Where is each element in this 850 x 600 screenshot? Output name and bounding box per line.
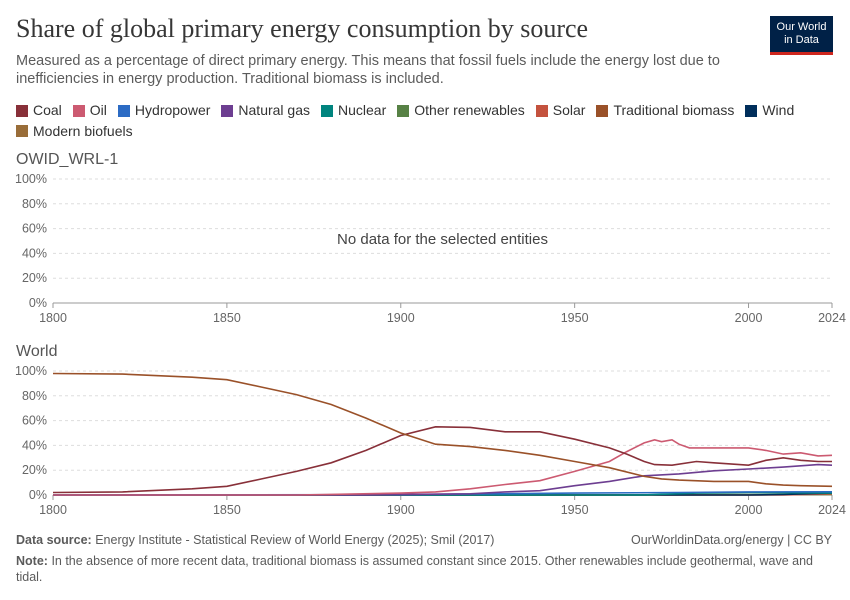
y-tick-label: 80% [22, 197, 47, 211]
legend-item[interactable]: Coal [16, 101, 62, 120]
y-tick-label: 60% [22, 414, 47, 428]
y-tick-label: 20% [22, 271, 47, 285]
y-tick-label: 100% [15, 172, 47, 186]
source-label: Data source: [16, 533, 92, 547]
note: Note: In the absence of more recent data… [16, 553, 826, 585]
note-label: Note: [16, 554, 48, 568]
legend-swatch [535, 104, 548, 117]
legend-label: Solar [552, 102, 586, 118]
data-source: Data source: Energy Institute - Statisti… [16, 533, 494, 547]
x-tick-label: 1900 [387, 311, 415, 325]
legend-item[interactable]: Hydropower [117, 101, 211, 120]
y-tick-label: 60% [22, 222, 47, 236]
source-url[interactable]: OurWorldinData.org/energy | CC BY [630, 533, 832, 547]
chart-title: Share of global primary energy consumpti… [16, 14, 589, 43]
legend-item[interactable]: Traditional biomass [596, 101, 734, 120]
legend-swatch [596, 104, 609, 117]
x-tick-label: 2000 [735, 503, 763, 517]
legend-swatch [72, 104, 85, 117]
y-tick-label: 0% [29, 488, 47, 502]
legend-label: Oil [89, 102, 107, 118]
legend-label: Wind [762, 102, 795, 118]
panel-title: World [16, 343, 58, 360]
x-tick-label: 2000 [735, 311, 763, 325]
legend-item[interactable]: Nuclear [321, 101, 386, 120]
x-tick-label: 1850 [213, 311, 241, 325]
legend-label: Natural gas [238, 102, 310, 118]
x-tick-label: 1800 [39, 503, 67, 517]
y-tick-label: 40% [22, 246, 47, 260]
no-data-message: No data for the selected entities [337, 231, 548, 248]
y-tick-label: 20% [22, 463, 47, 477]
owid-logo[interactable]: Our World in Data [770, 16, 833, 55]
legend-label: Other renewables [414, 102, 525, 118]
x-tick-label: 1950 [561, 311, 589, 325]
legend-swatch [745, 104, 758, 117]
legend-swatch [16, 104, 28, 117]
legend-swatch [397, 104, 410, 117]
legend-swatch [221, 104, 234, 117]
y-tick-label: 0% [29, 296, 47, 310]
legend-item[interactable]: Other renewables [397, 101, 525, 120]
legend-item[interactable]: Modern biofuels [16, 122, 133, 141]
y-tick-label: 80% [22, 389, 47, 403]
legend-swatch [321, 104, 333, 117]
note-text: In the absence of more recent data, trad… [16, 554, 813, 584]
legend-label: Hydropower [134, 102, 211, 118]
x-tick-label: 2024 [818, 311, 846, 325]
panel-title: OWID_WRL-1 [16, 151, 118, 168]
series-line-oil[interactable] [53, 438, 833, 496]
y-tick-label: 100% [15, 364, 47, 378]
x-tick-label: 1850 [213, 503, 241, 517]
x-tick-label: 2024 [818, 503, 846, 517]
legend-label: Coal [33, 102, 62, 118]
legend-label: Modern biofuels [33, 122, 133, 139]
x-tick-label: 1900 [387, 503, 415, 517]
legend-label: Traditional biomass [613, 102, 735, 118]
legend-item[interactable]: Solar [535, 101, 586, 120]
chart-subtitle: Measured as a percentage of direct prima… [16, 53, 720, 87]
legend-item[interactable]: Natural gas [221, 101, 310, 120]
y-tick-label: 40% [22, 438, 47, 452]
legend: Coal Oil Hydropower Natural gas Nuclear Other… [16, 101, 816, 142]
x-tick-label: 1800 [39, 311, 67, 325]
logo-text: Our World in Data [776, 21, 827, 46]
x-tick-label: 1950 [561, 503, 589, 517]
legend-label: Nuclear [338, 102, 387, 118]
legend-item[interactable]: Wind [745, 101, 794, 120]
series-line-traditional-biomass[interactable] [52, 372, 833, 488]
series-line-natural-gas[interactable] [53, 463, 833, 496]
legend-swatch [117, 104, 130, 117]
legend-swatch [16, 125, 28, 137]
legend-item[interactable]: Oil [72, 101, 107, 120]
source-text: Energy Institute - Statistical Review of… [95, 533, 495, 547]
series-line-coal[interactable] [52, 425, 832, 494]
